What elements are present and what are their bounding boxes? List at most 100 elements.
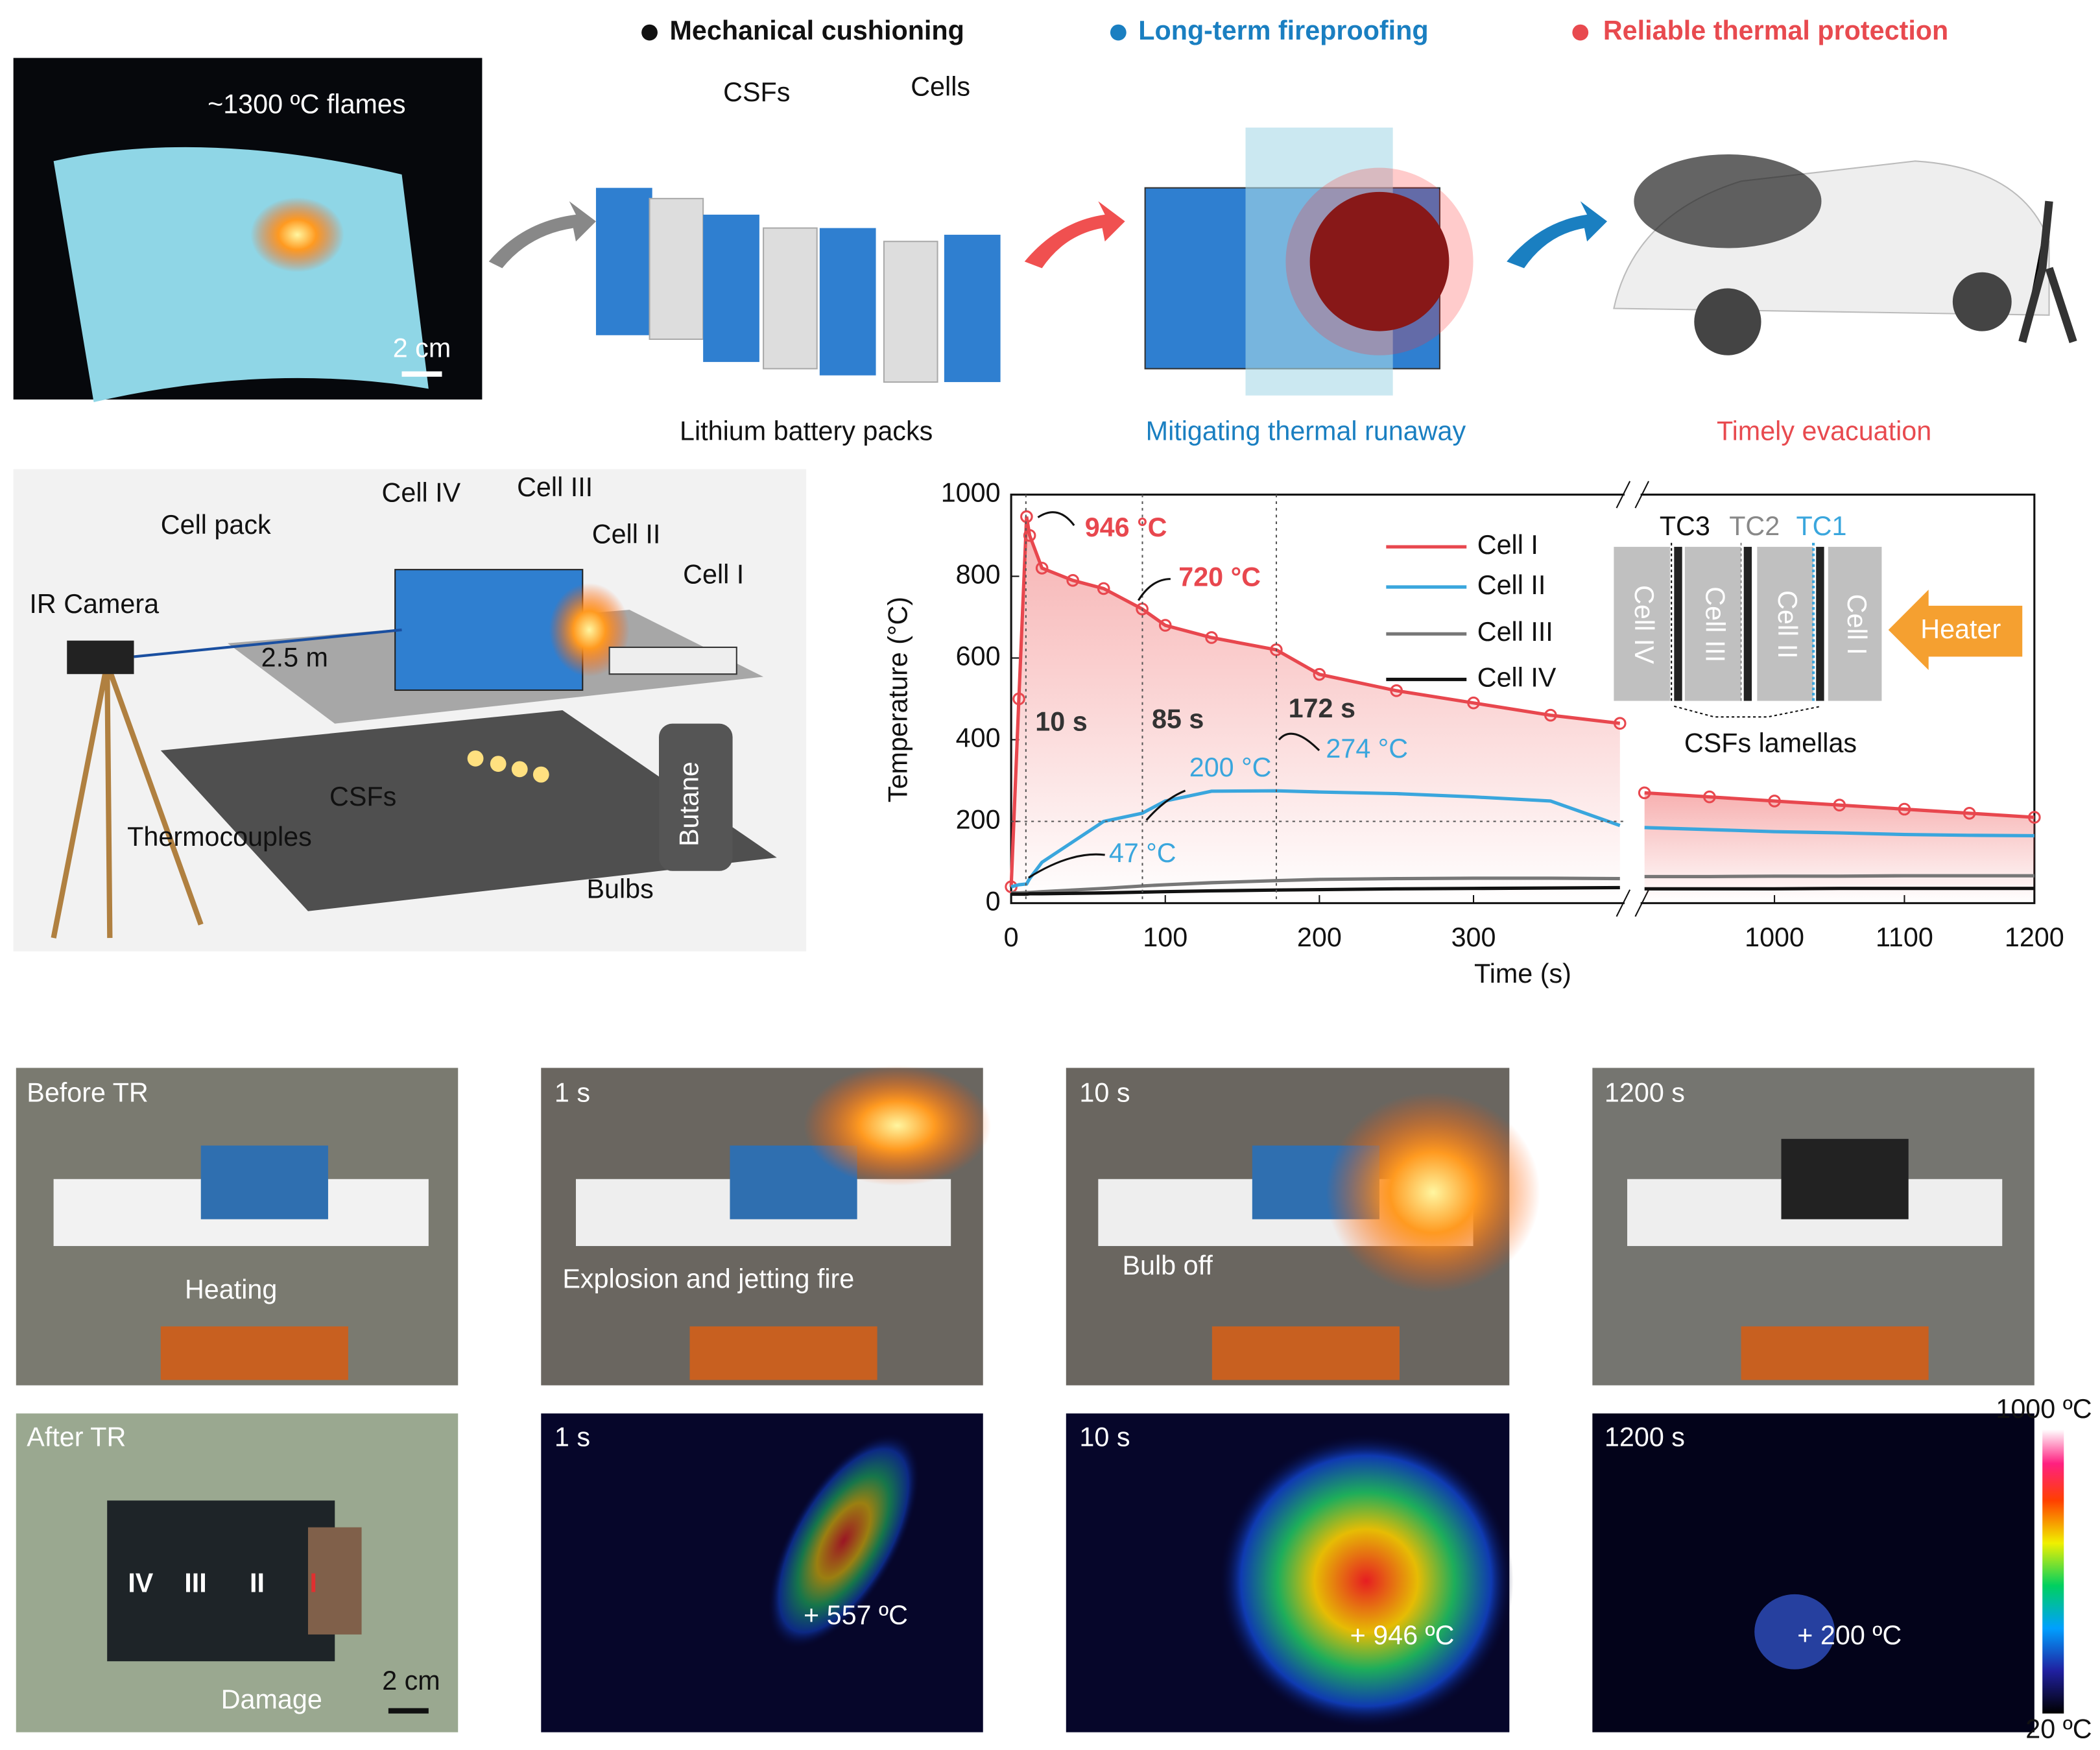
data-point [1205,631,1218,644]
panel-label: 10 s [1079,1078,1130,1108]
inset-label: Cell I [1842,594,1872,655]
data-point [1963,806,1976,820]
series-area [1011,516,1620,904]
annotation: 47 °C [1109,838,1176,868]
data-point [1467,696,1480,710]
panel-label: Before TR [27,1078,148,1108]
feature: Long-term fireproofing [1138,16,1428,45]
panel-label: 1 s [555,1078,590,1108]
setup-label: Thermocouples [127,822,312,852]
x-tick-label: 200 [1297,922,1342,952]
inset-label: Heater [1920,614,2001,644]
annotation: 946 °C [1085,512,1167,542]
y-tick-label: 600 [956,641,1001,671]
temperature-reading: + 557 ºC [804,1600,908,1630]
x-tick-label: 1100 [1876,922,1933,952]
panel-note: Damage [221,1684,322,1714]
photo-panels [16,1065,2034,1732]
data-point [1833,798,1846,812]
pack-label: CSFs [723,77,790,107]
bullet [1110,24,1127,41]
bullet [641,24,658,41]
y-tick-label: 1000 [941,477,1001,507]
inset-diagram [1614,542,2023,718]
annotation: 10 s [1035,707,1087,737]
data-point [1097,582,1110,595]
temperature-reading: + 200 ºC [1797,1620,1902,1650]
panel-label: 10 s [1079,1422,1130,1452]
panel-label: 1200 s [1605,1422,1685,1452]
panel-label: 1200 s [1605,1078,1685,1108]
battery-pack-runaway [1144,127,1474,396]
inset-label: TC3 [1660,511,1710,541]
scale-bar [401,371,442,377]
legend-label: Cell IV [1477,662,1557,692]
series-line [1644,826,2034,838]
legend-label: Cell II [1477,570,1546,600]
x-axis-title: Time (s) [1474,959,1571,989]
temperature-reading: + 946 ºC [1350,1620,1455,1650]
x-tick-label: 0 [1004,922,1019,952]
feature: Mechanical cushioning [670,16,964,45]
bullet [1572,24,1589,41]
chart-guides [1011,494,1625,904]
arrow [1024,201,1125,269]
panel-note: Explosion and jetting fire [562,1264,854,1294]
flame-spot [250,197,344,272]
car-image [1613,154,2077,355]
inset-label: Cell III [1700,586,1730,662]
panel-label: 1 s [555,1422,590,1452]
setup-label: IR Camera [29,589,159,619]
inset-label: CSFs lamellas [1684,728,1857,758]
cell-label: I [309,1568,316,1598]
colorbar-label: 1000 ºC [1996,1394,2092,1424]
setup-label: Butane [674,761,704,846]
legend-label: Cell III [1477,617,1553,647]
data-point [2028,811,2041,824]
series-line [1011,885,1620,896]
y-tick-label: 0 [986,886,1001,916]
data-point [1613,717,1627,730]
data-point [1066,573,1079,587]
legend-label: Cell I [1477,530,1538,560]
caption: Mitigating thermal runaway [1146,416,1466,446]
chart: 0 200 400 600 800 1000 0 100 200 300 1000 1100 1200 T… [883,477,2064,988]
scale-label: 2 cm [393,333,451,363]
inset-label: TC2 [1729,511,1780,541]
x-tick-label: 1200 [2005,922,2064,952]
y-axis-title: Temperature (°C) [883,597,913,802]
panel-label: After TR [27,1422,126,1452]
setup-label: Bulbs [586,874,653,904]
annotation: 85 s [1152,704,1204,734]
data-point [1020,510,1033,523]
y-tick-label: 400 [956,723,1001,752]
setup-label: Cell I [683,559,744,589]
data-point [1544,708,1557,722]
colorbar-label: 20 ºC [2025,1714,2092,1744]
data-point [1012,692,1025,706]
scale-label: 2 cm [382,1666,440,1696]
inset-label: Cell II [1772,590,1802,659]
setup-label: Cell IV [382,477,461,507]
setup-label: Cell pack [161,510,271,540]
series-line [1009,516,1621,887]
scale-bar [388,1708,429,1714]
feature: Reliable thermal protection [1603,16,1948,45]
annotation: 720 °C [1178,562,1261,592]
setup-drawing [51,569,777,939]
data-point [1703,790,1716,804]
caption: Timely evacuation [1717,416,1931,446]
annotation: 200 °C [1189,752,1272,782]
inset-label: TC1 [1796,511,1846,541]
series-area [1644,793,2034,904]
inset-label: Cell IV [1629,585,1659,664]
cell-label: II [250,1568,265,1598]
thermal-panels [541,1413,2064,1732]
data-point [1638,786,1651,800]
annotation: 172 s [1289,693,1355,723]
setup-label: Cell III [517,472,593,502]
series-line [1010,789,1621,889]
data-point [1313,667,1326,681]
